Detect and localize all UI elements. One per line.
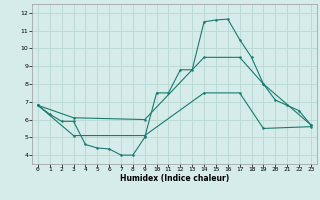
- X-axis label: Humidex (Indice chaleur): Humidex (Indice chaleur): [120, 174, 229, 183]
